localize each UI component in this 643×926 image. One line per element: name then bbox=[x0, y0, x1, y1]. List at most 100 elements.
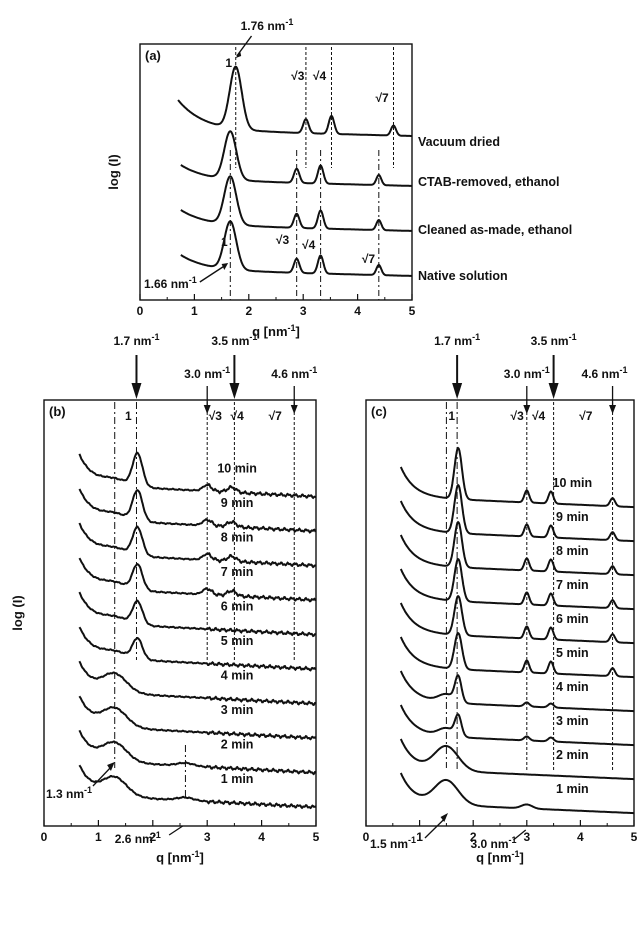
order-label: √3 bbox=[276, 233, 290, 247]
order-label: √4 bbox=[532, 409, 546, 423]
order-label: √4 bbox=[313, 69, 327, 83]
series-line bbox=[399, 670, 634, 713]
order-label: 1 bbox=[221, 235, 228, 249]
order-label: √3 bbox=[511, 409, 525, 423]
arrow-head bbox=[221, 263, 229, 270]
order-label: 1 bbox=[125, 409, 132, 423]
x-tick-label: 1 bbox=[95, 830, 102, 844]
panel-label: (a) bbox=[145, 48, 161, 63]
order-label: 1 bbox=[225, 56, 232, 70]
x-tick-label: 5 bbox=[409, 304, 416, 318]
series-label: 8 min bbox=[221, 531, 254, 545]
series-line bbox=[399, 446, 634, 509]
order-label: √7 bbox=[362, 252, 376, 266]
x-tick-label: 2 bbox=[245, 304, 252, 318]
annotation-arrow bbox=[424, 817, 446, 839]
series-label: 7 min bbox=[556, 578, 589, 592]
series-line bbox=[78, 488, 317, 534]
x-tick-label: 2 bbox=[149, 830, 156, 844]
series-label: 8 min bbox=[556, 544, 589, 558]
series-label: Cleaned as-made, ethanol bbox=[418, 223, 572, 237]
arrow-head bbox=[440, 813, 449, 822]
series-line bbox=[78, 591, 317, 638]
series-line bbox=[399, 772, 634, 815]
arrow-label: 3.5 nm-1 bbox=[531, 332, 577, 348]
x-axis-label: q [nm-1] bbox=[252, 323, 300, 339]
arrow-head bbox=[452, 383, 463, 399]
arrow-head bbox=[107, 762, 115, 771]
series-line bbox=[180, 130, 412, 187]
arrow-label: 3.0 nm-1 bbox=[184, 365, 230, 381]
series-label: 2 min bbox=[556, 748, 589, 762]
series-label: 10 min bbox=[217, 462, 257, 476]
x-tick-label: 4 bbox=[258, 830, 265, 844]
x-axis-label: q [nm-1] bbox=[156, 849, 204, 865]
order-label: √3 bbox=[209, 409, 223, 423]
chart-panel-c: 0 1 2 3 4 5 q [nm-1] (c) 10 min 9 min 8 min 7 min 6 … bbox=[363, 399, 638, 865]
series-line bbox=[399, 557, 634, 611]
series-line bbox=[177, 65, 412, 137]
chart-panel-a: 0 1 2 3 4 5 q [nm-1] (a) log (I) 1 √3 √4 √7 1 √3 √4 √7 1.… bbox=[106, 43, 416, 339]
series-line bbox=[78, 660, 316, 707]
arrow-head bbox=[203, 405, 211, 414]
series-label: CTAB-removed, ethanol bbox=[418, 175, 559, 189]
arrow-label: 1.7 nm-1 bbox=[434, 332, 480, 348]
arrow-label: 4.6 nm-1 bbox=[582, 365, 628, 381]
order-label: √3 bbox=[291, 69, 305, 83]
arrow-label: 1.5 nm-1 bbox=[370, 835, 416, 851]
series-line bbox=[78, 557, 317, 603]
arrow-label: 1.76 nm-1 bbox=[241, 17, 294, 33]
series-line bbox=[78, 522, 317, 569]
series-label: 9 min bbox=[221, 496, 254, 510]
order-label: √7 bbox=[269, 409, 283, 423]
x-tick-label: 4 bbox=[354, 304, 361, 318]
arrow-label: 1.66 nm-1 bbox=[144, 275, 197, 291]
series-label: 4 min bbox=[556, 680, 589, 694]
series-line bbox=[399, 631, 634, 679]
x-tick-label: 5 bbox=[631, 830, 638, 844]
x-tick-label: 3 bbox=[204, 830, 211, 844]
order-label: √4 bbox=[230, 409, 244, 423]
series-label: 6 min bbox=[556, 612, 589, 626]
x-tick-label: 0 bbox=[137, 304, 144, 318]
x-tick-label: 4 bbox=[577, 830, 584, 844]
arrow-head bbox=[229, 383, 240, 399]
series-label: 5 min bbox=[556, 646, 589, 660]
series-line bbox=[399, 483, 634, 543]
series-label: 1 min bbox=[556, 782, 589, 796]
series-label: 7 min bbox=[221, 565, 254, 579]
arrow-label: 1.3 nm-1 bbox=[46, 785, 92, 801]
series-label: 9 min bbox=[556, 510, 589, 524]
arrow-head bbox=[609, 405, 617, 414]
series-label: 2 min bbox=[221, 738, 254, 752]
series-label: 4 min bbox=[221, 669, 254, 683]
series-label: 10 min bbox=[553, 476, 593, 490]
series-line bbox=[399, 738, 634, 781]
y-axis-label: log (I) bbox=[106, 154, 121, 189]
series-label: 6 min bbox=[221, 600, 254, 614]
chart-panel-b: 0 1 2 3 4 5 q [nm-1] (b) log (I) 10 min 9 min 8 min… bbox=[10, 399, 320, 865]
arrow-label: 2.6 nm-1 bbox=[115, 830, 161, 846]
x-tick-label: 1 bbox=[416, 830, 423, 844]
series-line bbox=[78, 764, 317, 810]
series-line bbox=[78, 695, 317, 741]
panel-label: (c) bbox=[371, 404, 387, 419]
series-label: 5 min bbox=[221, 634, 254, 648]
arrow-head bbox=[523, 405, 531, 414]
annotation-arrow bbox=[199, 265, 225, 283]
series-line bbox=[399, 594, 634, 645]
order-label: √7 bbox=[375, 91, 389, 105]
annotation-arrow bbox=[92, 765, 113, 787]
x-axis-label: q [nm-1] bbox=[476, 849, 524, 865]
x-tick-label: 1 bbox=[191, 304, 198, 318]
series-line bbox=[399, 520, 634, 577]
arrow-label: 3.5 nm-1 bbox=[211, 332, 257, 348]
order-label: √7 bbox=[579, 409, 593, 423]
x-tick-label: 3 bbox=[300, 304, 307, 318]
order-label: 1 bbox=[448, 409, 455, 423]
x-tick-label: 3 bbox=[523, 830, 530, 844]
arrow-head bbox=[290, 405, 298, 414]
panel-label: (b) bbox=[49, 404, 66, 419]
annotation-arrow bbox=[168, 825, 184, 836]
